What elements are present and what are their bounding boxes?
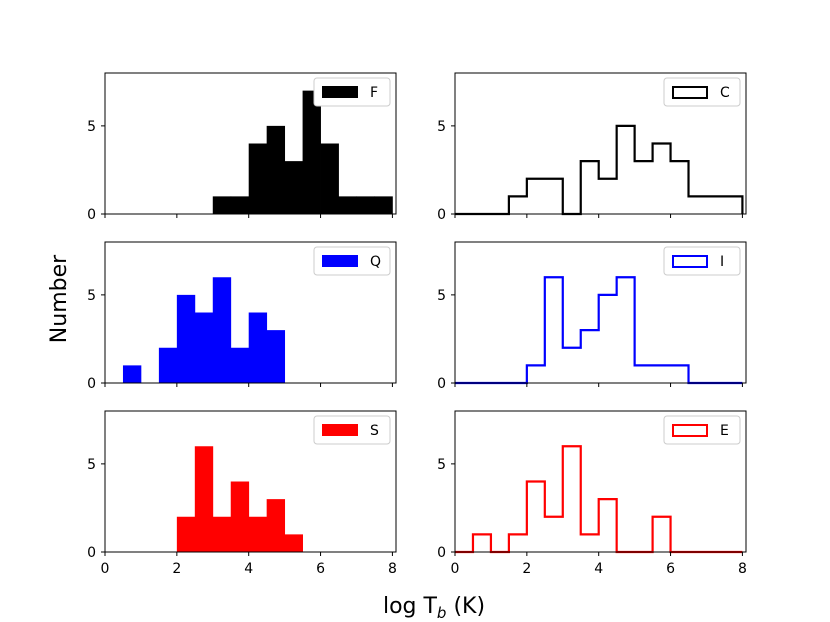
- histogram-step-line: [455, 124, 744, 216]
- x-axis-title: log Tb (K): [383, 594, 485, 622]
- legend-label: F: [370, 85, 378, 101]
- histogram-bar: [338, 196, 357, 214]
- x-tick-label: 4: [244, 561, 253, 577]
- axes-frame: [454, 241, 747, 384]
- histogram-bar: [212, 277, 232, 383]
- histogram-bar: [122, 365, 142, 383]
- histogram-bar: [230, 481, 250, 552]
- histogram-bar: [212, 516, 232, 552]
- histogram-bar: [356, 196, 375, 214]
- histogram-bar: [284, 161, 303, 214]
- histogram-bar: [158, 347, 178, 383]
- histogram-bar: [266, 125, 286, 214]
- panel-S: 0 2 4 6 8 0 5 S: [87, 410, 397, 577]
- legend-swatch: [322, 86, 358, 98]
- panel-C: 0 5 C: [437, 72, 747, 223]
- x-tick-label: 0: [451, 561, 460, 577]
- panel-Q: 0 5 Q: [87, 241, 397, 392]
- legend-swatch: [672, 424, 708, 437]
- legend-label: I: [720, 254, 724, 270]
- histogram-bar: [266, 330, 286, 383]
- y-tick-label: 0: [437, 207, 446, 223]
- axes-frame: [104, 72, 397, 215]
- histogram-bar: [248, 143, 268, 214]
- panel-F: 0 5 F: [87, 72, 397, 223]
- x-tick-label: 2: [522, 561, 531, 577]
- x-tick-label: 8: [738, 561, 747, 577]
- y-tick-label: 5: [437, 119, 446, 135]
- histogram-step-line: [455, 276, 743, 385]
- histogram-bar: [230, 347, 250, 383]
- histogram-bar: [302, 90, 321, 214]
- histogram-bar: [176, 294, 196, 383]
- histogram-bar: [230, 196, 250, 214]
- panel-E: 0 2 4 6 8 0 5 E: [437, 410, 747, 577]
- legend-swatch: [672, 86, 708, 99]
- histogram-bar: [374, 196, 393, 214]
- y-tick-label: 5: [87, 119, 96, 135]
- x-axis-title-unit: (K): [446, 594, 485, 619]
- histogram-bar: [248, 516, 268, 552]
- axes-frame: [454, 410, 747, 553]
- x-axis-title-main: log T: [383, 594, 438, 619]
- legend-swatch: [322, 255, 358, 267]
- histogram-bar: [320, 143, 339, 214]
- legend-label: E: [720, 423, 729, 439]
- histogram-bar: [176, 516, 196, 552]
- legend-box: [663, 246, 741, 276]
- y-tick-label: 0: [87, 207, 96, 223]
- panel-I: 0 5 I: [437, 241, 747, 392]
- histogram-step-line: [455, 445, 743, 554]
- axes-frame: [104, 410, 397, 553]
- legend-swatch: [672, 255, 708, 268]
- x-axis-title-subscript: b: [437, 604, 447, 622]
- x-tick-label: 4: [594, 561, 603, 577]
- x-tick-label: 6: [316, 561, 325, 577]
- y-tick-label: 5: [87, 288, 96, 304]
- legend-label: Q: [370, 254, 381, 270]
- histogram-bar: [248, 312, 268, 383]
- y-axis-title: Number: [47, 254, 72, 343]
- y-tick-label: 0: [437, 376, 446, 392]
- histogram-bar: [212, 196, 232, 214]
- histogram-bar: [194, 446, 214, 552]
- y-tick-label: 0: [87, 376, 96, 392]
- legend-label: S: [370, 423, 379, 439]
- x-tick-label: 2: [172, 561, 181, 577]
- histogram-bar: [284, 534, 303, 552]
- legend-swatch: [322, 424, 358, 436]
- x-tick-label: 6: [666, 561, 675, 577]
- y-tick-label: 0: [87, 545, 96, 561]
- axes-frame: [104, 241, 397, 384]
- x-tick-label: 8: [388, 561, 397, 577]
- x-tick-label: 0: [101, 561, 110, 577]
- histogram-bar: [266, 499, 286, 552]
- histogram-bar: [194, 312, 214, 383]
- y-tick-label: 5: [437, 288, 446, 304]
- y-tick-label: 5: [437, 457, 446, 473]
- axes-frame: [454, 72, 747, 215]
- legend-label: C: [720, 85, 730, 101]
- y-tick-label: 5: [87, 457, 96, 473]
- y-tick-label: 0: [437, 545, 446, 561]
